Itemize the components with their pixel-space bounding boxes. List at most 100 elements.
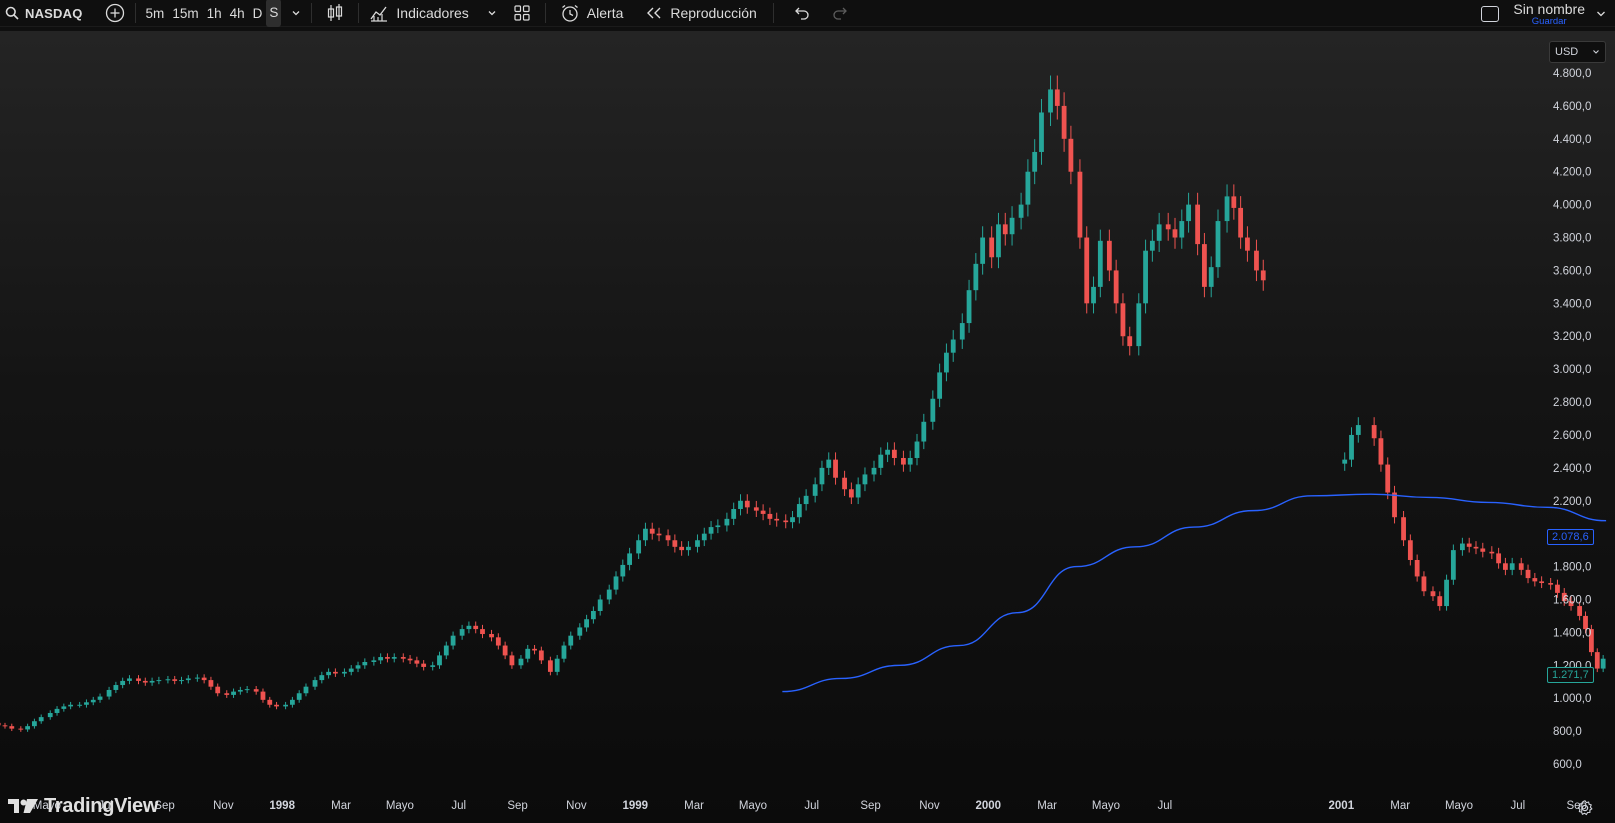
candle-body (826, 459, 832, 468)
layout-square-icon[interactable] (1481, 5, 1500, 22)
candle-body (1127, 336, 1133, 347)
candle-body (319, 675, 325, 681)
candle-body (767, 513, 773, 519)
time-tick-label: Mayo (739, 800, 767, 812)
candle-body (783, 520, 789, 523)
redo-button[interactable] (828, 1, 854, 25)
candle-body (901, 457, 906, 465)
candle-body (636, 540, 642, 554)
replay-label: Reproducción (670, 5, 757, 21)
candle-body (1407, 540, 1413, 560)
candle-body (421, 663, 427, 667)
symbol-search-button[interactable]: NASDAQ (0, 1, 87, 25)
candle-body (179, 680, 184, 682)
templates-button[interactable] (509, 1, 535, 25)
price-tick-label: 3.600,0 (1553, 265, 1591, 277)
candle-body (1555, 584, 1560, 593)
candle-body (1002, 224, 1008, 235)
candle-body (1437, 596, 1443, 607)
candle-body (1378, 438, 1384, 465)
candle-body (744, 500, 750, 508)
indicators-dropdown[interactable] (483, 1, 501, 25)
candle-body (819, 467, 825, 485)
replay-button[interactable]: Reproducción (641, 1, 760, 25)
moving-average-layer (782, 493, 1607, 693)
time-axis[interactable]: Mayo Jul Sep Nov 1998 Mar Mayo Jul Sep Nov 1999 Mar… (33, 800, 1587, 812)
candle-body (1077, 171, 1083, 238)
candle-body (679, 546, 685, 551)
candle-body (1039, 112, 1044, 152)
candle-body (966, 290, 972, 324)
candle-body (701, 533, 707, 541)
save-link[interactable]: Guardar (1531, 15, 1567, 27)
price-tick-label: 4.400,0 (1553, 134, 1591, 146)
candle-body (921, 421, 927, 442)
candle-body (312, 680, 318, 687)
timeframe-d[interactable]: D (252, 5, 263, 21)
candle-body (1518, 563, 1524, 570)
layout-name-button[interactable]: Sin nombre Guardar (1513, 1, 1585, 27)
candle-body (437, 655, 442, 666)
candle-body (597, 599, 603, 611)
candle-body (355, 665, 361, 669)
candle-body (1084, 237, 1090, 304)
symbol-label: NASDAQ (25, 5, 83, 21)
timeframe-s[interactable]: S (266, 0, 282, 27)
timeframe-1h[interactable]: 1h (206, 5, 222, 21)
candle-body (274, 704, 279, 707)
price-chart[interactable]: 4.800,0 4.600,0 4.400,0 4.200,0 4.000,0 3.800… (0, 31, 1615, 823)
candle-body (871, 467, 877, 475)
candle-body (260, 691, 266, 700)
candle-body (547, 660, 553, 672)
candle-body (833, 459, 838, 478)
candle-body (84, 702, 89, 705)
candle-body (68, 704, 74, 707)
candle-body (1149, 240, 1155, 251)
candle-body (627, 553, 633, 565)
gear-icon[interactable] (1576, 799, 1594, 817)
candle-body (708, 527, 714, 534)
chart-type-button[interactable] (322, 1, 348, 25)
candle-body (1009, 217, 1015, 235)
alert-button[interactable]: Alerta (556, 1, 628, 25)
candle-body (1068, 138, 1074, 172)
timeframe-5m[interactable]: 5m (145, 5, 165, 21)
candle-body (753, 507, 759, 511)
candle-body (473, 625, 479, 630)
indicators-button[interactable]: Indicadores (365, 1, 472, 25)
candle-body (414, 660, 420, 664)
undo-button[interactable] (788, 1, 814, 25)
currency-selector[interactable]: USD (1549, 41, 1606, 63)
chart-pane[interactable]: 4.800,0 4.600,0 4.400,0 4.200,0 4.000,0 3.800… (0, 31, 1615, 823)
candle-body (224, 693, 230, 695)
chevron-down-icon (488, 11, 496, 16)
candle-body (695, 540, 700, 547)
timeframe-4h[interactable]: 4h (229, 5, 245, 21)
candle-body (289, 699, 295, 705)
candle-body (407, 658, 413, 661)
timeframe-dropdown[interactable] (287, 1, 305, 25)
time-tick-label: 2000 (975, 800, 1001, 812)
candle-body (342, 671, 347, 674)
candle-body (32, 721, 37, 727)
candle-body (215, 686, 221, 694)
candle-body (385, 657, 390, 659)
chevron-down-icon[interactable] (1595, 8, 1607, 20)
price-tick-label: 1.800,0 (1553, 562, 1591, 574)
price-axis[interactable]: 4.800,0 4.600,0 4.400,0 4.200,0 4.000,0 3.800… (1553, 68, 1591, 771)
candle-body (959, 323, 965, 340)
candle-body (1179, 221, 1185, 238)
candle-body (1473, 546, 1479, 549)
tradingview-logo[interactable]: TradingView (8, 794, 158, 818)
timeframe-15m[interactable]: 15m (172, 5, 199, 21)
candle-body (25, 726, 31, 730)
candle-body (2, 725, 8, 727)
candle-body (590, 610, 596, 620)
candle-body (914, 441, 920, 458)
candle-body (812, 484, 818, 496)
compare-symbol-button[interactable] (101, 1, 129, 25)
candle-body (760, 510, 766, 514)
time-tick-label: Jul (804, 800, 819, 812)
candle-body (185, 678, 191, 681)
candle-body (1583, 615, 1588, 630)
